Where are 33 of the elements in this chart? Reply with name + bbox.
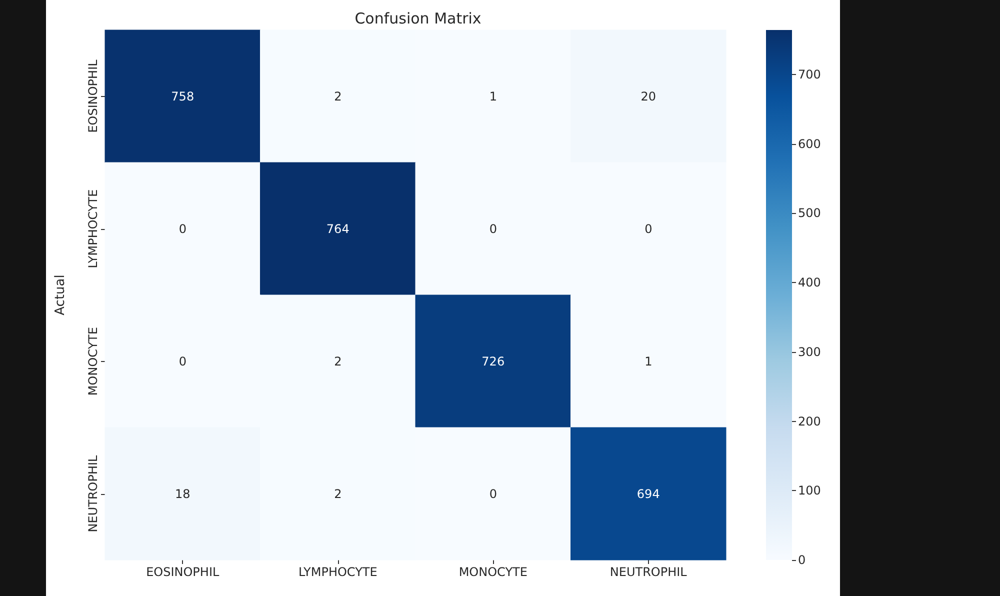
data-label: 20 (640, 89, 656, 104)
y-axis-title: Actual (53, 274, 68, 316)
data-label: 2 (334, 89, 342, 104)
data-label: 2 (334, 354, 342, 368)
color-bar-label: 600 (798, 136, 821, 151)
color-bar-label: 400 (798, 276, 821, 290)
data-label: 0 (178, 354, 186, 368)
data-label: 764 (326, 222, 350, 236)
x-tick-label: LYMPHOCYTE (298, 565, 378, 579)
data-label: 726 (482, 354, 505, 368)
data-label: 0 (489, 486, 497, 501)
color-bar-label: 700 (798, 67, 821, 82)
data-label: 18 (174, 486, 190, 501)
x-tick-label: NEUTROPHIL (610, 565, 688, 579)
data-label: 2 (334, 486, 342, 501)
data-label: 0 (489, 222, 497, 236)
data-label: 694 (636, 486, 660, 501)
color-bar-label: 0 (798, 553, 806, 567)
color-bar-label: 200 (798, 414, 821, 428)
data-label: 758 (171, 89, 194, 104)
chart-title: Confusion Matrix (354, 10, 482, 28)
data-label: 1 (644, 354, 652, 368)
x-tick-label: MONOCYTE (458, 565, 528, 579)
y-tick-label: LYMPHOCYTE (86, 189, 100, 268)
data-label: 1 (489, 89, 497, 104)
color-bar-label: 500 (798, 206, 821, 220)
data-label: 0 (644, 222, 652, 236)
y-tick-label: EOSINOPHIL (86, 59, 100, 133)
data-label: 0 (178, 222, 186, 236)
color-bar-label: 300 (798, 344, 821, 359)
color-bar-label: 100 (798, 484, 821, 498)
x-tick-label: EOSINOPHIL (146, 565, 220, 579)
y-tick-label: MONOCYTE (86, 326, 100, 396)
